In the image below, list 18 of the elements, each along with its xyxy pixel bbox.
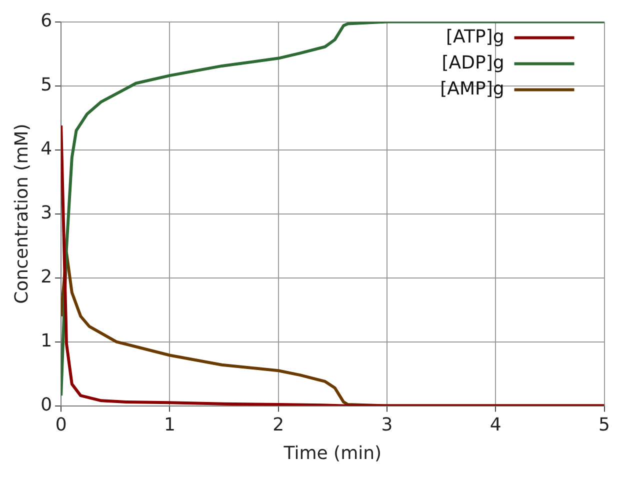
y-tick-label: 1 <box>40 330 52 352</box>
x-axis-title: Time (min) <box>282 442 382 464</box>
legend-label: [ATP]g <box>446 26 504 48</box>
x-tick-label: 2 <box>272 414 284 436</box>
legend-label: [ADP]g <box>442 52 504 74</box>
y-axis-title: Concentration (mM) <box>11 124 32 304</box>
legend-label: [AMP]g <box>440 78 504 100</box>
y-tick-label: 2 <box>40 266 52 288</box>
y-tick-label: 0 <box>40 394 52 416</box>
y-tick-label: 3 <box>40 202 52 224</box>
y-tick-label: 5 <box>40 74 52 96</box>
x-tick-label: 3 <box>381 414 393 436</box>
x-tick-label: 5 <box>598 414 610 436</box>
x-tick-label: 0 <box>55 414 67 436</box>
x-tick-label: 4 <box>490 414 502 436</box>
y-tick-label: 4 <box>40 138 52 160</box>
y-tick-label: 6 <box>40 10 52 32</box>
x-tick-label: 1 <box>164 414 176 436</box>
